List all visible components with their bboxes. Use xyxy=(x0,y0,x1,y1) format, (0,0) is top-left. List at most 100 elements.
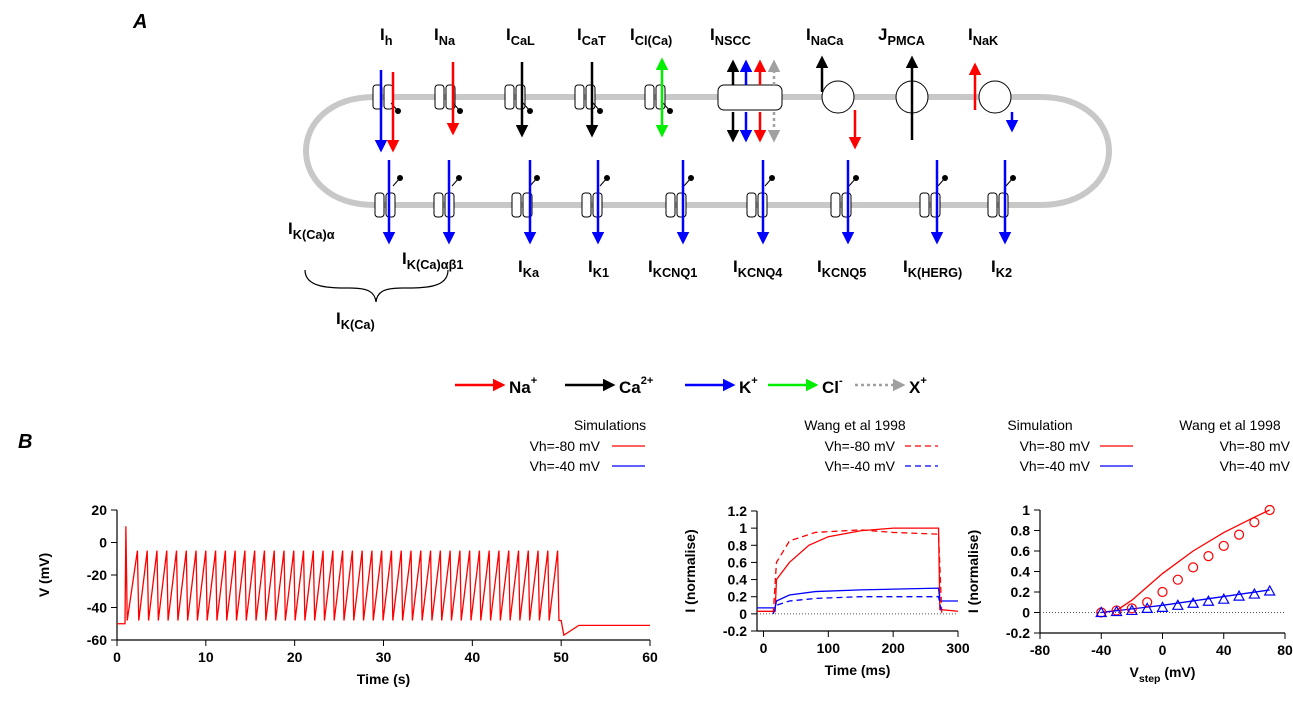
marker xyxy=(1157,586,1168,598)
label-sub: Ka xyxy=(523,265,540,280)
series-line xyxy=(757,587,958,609)
label-sub: NaK xyxy=(973,33,999,48)
label-sub: KCNQ5 xyxy=(822,265,867,280)
marker xyxy=(1218,540,1229,551)
y-tick-label: -40 xyxy=(87,600,107,616)
marker xyxy=(1249,517,1260,528)
x-tick-label: 40 xyxy=(1216,642,1232,658)
x-tick-label: 300 xyxy=(946,640,970,656)
channel xyxy=(644,84,655,110)
label-sub: K(HERG) xyxy=(908,265,963,280)
ion-legend-label: X+ xyxy=(909,375,927,397)
x-tick-label: 0 xyxy=(1159,642,1167,658)
group-label: IK(Ca) xyxy=(336,309,375,332)
label-main: I xyxy=(336,309,341,328)
channel xyxy=(374,192,385,218)
marker xyxy=(1095,606,1108,618)
channel-label: ICaT xyxy=(577,25,606,48)
membrane xyxy=(303,94,1112,208)
gate-ball xyxy=(456,175,462,181)
gate-ball xyxy=(395,108,401,114)
x-tick-label: 60 xyxy=(642,649,658,665)
channel-label: IKCNQ5 xyxy=(817,257,866,280)
channel xyxy=(998,192,1009,218)
marker xyxy=(1263,584,1276,596)
channel-label: IK(HERG) xyxy=(903,257,962,280)
y-tick-label: 1 xyxy=(1022,502,1030,518)
label-main: J xyxy=(878,25,887,44)
marker xyxy=(1203,551,1214,562)
channel-label: IK1 xyxy=(588,257,609,280)
series-line xyxy=(772,529,943,614)
y-tick-label: 1 xyxy=(739,520,747,536)
channel-label: IK2 xyxy=(991,257,1012,280)
label-sub: h xyxy=(385,33,393,48)
label-main: I xyxy=(506,25,511,44)
channel xyxy=(383,84,394,110)
legend-label: Vh=-80 mV xyxy=(1020,438,1091,454)
gate-ball xyxy=(942,175,948,181)
pump xyxy=(978,80,1012,114)
channel xyxy=(585,84,596,110)
x-tick-label: -40 xyxy=(1091,642,1111,658)
x-tick-label: 20 xyxy=(287,649,303,665)
x-tick-label: 10 xyxy=(198,649,214,665)
label-sub: KCNQ1 xyxy=(653,265,698,280)
label-sub: K(Ca)αβ1 xyxy=(407,257,464,272)
y-tick-label: 0.8 xyxy=(728,537,748,553)
label-sub: K(Ca)α xyxy=(293,227,335,242)
marker xyxy=(1202,594,1215,606)
y-axis-label: I (normalise) xyxy=(965,530,981,613)
channel xyxy=(581,192,592,218)
label-sub: NSCC xyxy=(715,33,751,48)
x-tick-label: 30 xyxy=(376,649,392,665)
channel xyxy=(511,192,522,218)
label-sub: step xyxy=(1139,673,1161,685)
x-tick-label: 200 xyxy=(881,640,905,656)
label-main: I xyxy=(518,257,523,276)
gate-ball xyxy=(597,108,603,114)
legend-title: Wang et al 1998 xyxy=(804,417,906,433)
marker xyxy=(1110,605,1123,617)
channel-label: IKa xyxy=(518,257,540,280)
label-sub: Cl(Ca) xyxy=(635,33,673,48)
label-main: I xyxy=(588,257,593,276)
label-main: Na xyxy=(509,378,531,397)
label-sup: + xyxy=(751,375,757,387)
gate-ball xyxy=(667,108,673,114)
gate-ball xyxy=(604,175,610,181)
channel xyxy=(515,84,526,110)
label-sub: Na xyxy=(439,33,456,48)
label-main: I xyxy=(903,257,908,276)
y-tick-label: 0.4 xyxy=(728,572,748,588)
marker xyxy=(1142,597,1153,608)
label-sub: PMCA xyxy=(887,33,925,48)
channel-label: IK(Ca)αβ1 xyxy=(402,249,463,272)
channel xyxy=(504,84,515,110)
y-tick-label: 0.2 xyxy=(1011,584,1031,600)
channel xyxy=(930,192,941,218)
marker xyxy=(1264,504,1275,516)
ion-legend-label: Cl- xyxy=(822,375,843,397)
y-tick-label: 0 xyxy=(99,535,107,551)
y-tick-label: 0.8 xyxy=(1011,523,1031,539)
ion-legend-label: Na+ xyxy=(509,375,537,397)
series-line xyxy=(1101,589,1270,614)
marker xyxy=(1126,603,1137,614)
y-tick-label: 0.6 xyxy=(1011,543,1031,559)
channel xyxy=(746,192,757,218)
channel xyxy=(574,84,585,110)
marker xyxy=(1171,599,1184,610)
x-tick-label: 0 xyxy=(760,640,768,656)
channel xyxy=(434,84,445,110)
channel xyxy=(676,192,687,218)
legend-title: Wang et al 1998 xyxy=(1179,417,1281,433)
gate-ball xyxy=(853,175,859,181)
y-tick-label: -0.2 xyxy=(723,623,747,639)
label-main: K xyxy=(739,378,752,397)
y-axis-label: V (mV) xyxy=(36,553,52,597)
legend-label: Vh=-80 mV xyxy=(530,438,601,454)
series-line xyxy=(1101,509,1270,614)
label-sup: 2+ xyxy=(641,375,654,387)
